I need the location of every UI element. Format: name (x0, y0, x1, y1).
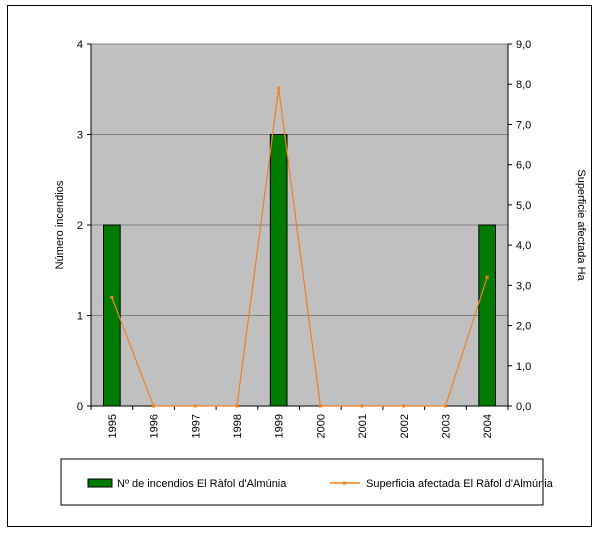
right-tick-label: 3,0 (516, 280, 531, 292)
gridlines (91, 43, 508, 316)
right-tick-label: 1,0 (516, 361, 531, 373)
line-point-1998 (235, 404, 239, 408)
y-axis-title-right: Superficie afectada Ha (575, 169, 587, 281)
left-tick-label: 3 (77, 130, 83, 142)
left-tick-label: 4 (77, 39, 83, 51)
bar-2004 (478, 224, 496, 407)
x-tick-label-2004: 2004 (482, 414, 494, 438)
left-tick-label: 0 (77, 401, 83, 413)
bar-1999 (269, 134, 288, 407)
x-tick-labels: 1995 1996 1997 1998 1999 2000 2001 2002 2003 2004 (90, 406, 509, 438)
left-tick-label: 1 (77, 311, 83, 323)
line-path (111, 88, 488, 407)
line-point-2004 (485, 275, 489, 279)
bar-1995 (103, 224, 121, 407)
line-point-2000 (318, 404, 322, 408)
legend-bar-swatch (87, 478, 113, 488)
x-tick-label-2003: 2003 (440, 414, 452, 438)
line-point-2003 (443, 404, 447, 408)
legend-box (60, 458, 544, 506)
bar-series (103, 134, 496, 407)
right-tick-label: 9,0 (516, 39, 531, 51)
y-axis-title-left: Número incendios (54, 180, 66, 269)
x-tick-label-2001: 2001 (357, 414, 369, 438)
right-tick-label: 5,0 (516, 200, 531, 212)
legend-line-marker (343, 481, 346, 485)
x-tick-label-1996: 1996 (149, 414, 161, 438)
line-point-2001 (360, 404, 364, 408)
x-tick-label-1997: 1997 (190, 414, 202, 438)
x-tick-label-1999: 1999 (274, 414, 286, 438)
right-tick-label: 2,0 (516, 321, 531, 333)
x-tick-label-1998: 1998 (232, 414, 244, 438)
right-tick-label: 0,0 (516, 401, 531, 413)
line-point-1995 (110, 295, 114, 299)
left-tick-labels: 0 1 2 3 4 (77, 39, 91, 413)
right-tick-label: 7,0 (516, 119, 531, 131)
line-point-1997 (193, 404, 197, 408)
legend-bar-label: Nº de incendios El Ràfol d'Almúnia (117, 478, 287, 490)
line-point-1996 (152, 404, 156, 408)
right-tick-label: 8,0 (516, 79, 531, 91)
right-tick-label: 4,0 (516, 240, 531, 252)
right-tick-labels: 0,0 1,0 2,0 3,0 4,0 5,0 6,0 7,0 8,0 9,0 (508, 39, 531, 413)
line-point-1999 (277, 86, 281, 90)
legend-line-label: Superficia afectada El Ràfol d'Almúnia (366, 478, 554, 490)
left-tick-label: 2 (77, 220, 83, 232)
right-tick-label: 6,0 (516, 160, 531, 172)
x-tick-label-2002: 2002 (399, 414, 411, 438)
line-series (110, 86, 489, 408)
x-tick-label-2000: 2000 (315, 414, 327, 438)
x-tick-label-1995: 1995 (107, 414, 119, 438)
line-point-2002 (402, 404, 406, 408)
